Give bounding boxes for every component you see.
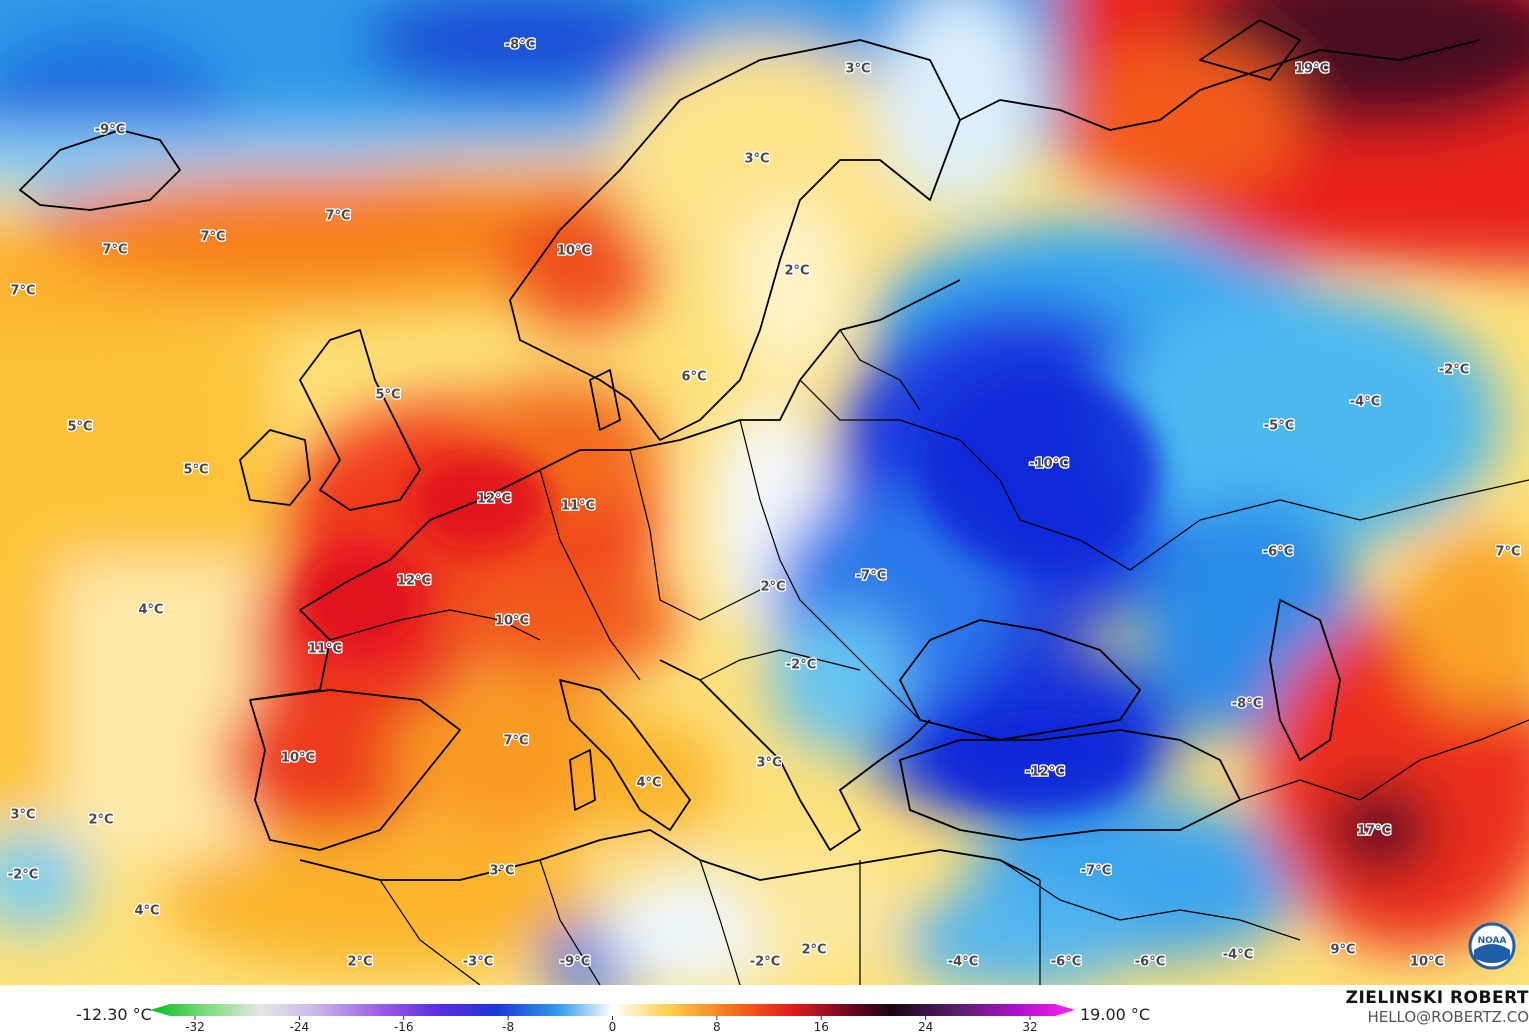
color-scale-tick-label: 32 [1022,1020,1037,1034]
color-scale-tick-label: -32 [185,1020,205,1034]
temperature-label: -2°C [1439,363,1469,378]
temperature-label: 7°C [10,284,35,299]
temperature-map: -8°C 3°C 19°C -9°C 3°C 7°C 7°C 7°C 10°C 2°C 7°C -2°… [0,0,1529,985]
temperature-label: 3°C [845,62,870,77]
color-scale-tick-label: 16 [814,1020,829,1034]
temperature-label: -2°C [750,955,780,970]
temperature-label: 10°C [495,614,529,629]
temperature-label: 3°C [10,808,35,823]
borders [329,329,1529,985]
temperature-label: 7°C [200,230,225,245]
color-scale-gradient [150,1004,1075,1016]
color-scale-ticks: -32 -24 -16 -8 0 8 16 24 32 [185,1016,1038,1034]
temperature-label: 3°C [489,864,514,879]
color-scale-tick-label: -24 [290,1020,310,1034]
temperature-label: 7°C [1495,545,1520,560]
color-scale-tick-label: -16 [394,1020,414,1034]
temperature-label: 3°C [756,756,781,771]
temperature-label: 10°C [557,244,591,259]
temperature-label: 3°C [744,152,769,167]
temperature-label: 7°C [102,243,127,258]
temperature-label: -6°C [1135,955,1165,970]
temperature-label: -6°C [1051,955,1081,970]
author-email: HELLO@ROBERTZ.CO [1367,1008,1529,1026]
temperature-label: -8°C [1232,697,1262,712]
color-scale-tick-label: -8 [502,1020,514,1034]
temperature-label: 7°C [503,734,528,749]
temperature-label: 5°C [375,388,400,403]
temperature-label: 9°C [1330,943,1355,958]
temperature-label: -9°C [95,123,125,138]
temperature-label: -4°C [1223,948,1253,963]
noaa-logo-text: NOAA [1478,936,1507,946]
color-scale-tick-label: 24 [918,1020,933,1034]
legend-min-value: -12.30 °C [76,1005,152,1024]
temperature-label: 12°C [477,492,511,507]
temperature-label: 5°C [183,463,208,478]
temperature-label: 2°C [760,580,785,595]
temperature-label: -2°C [8,868,38,883]
temperature-label: 10°C [281,751,315,766]
temperature-label: 2°C [801,943,826,958]
color-scale-bar: -32 -24 -16 -8 0 8 16 24 32 [150,1004,1075,1034]
temperature-label: -6°C [1263,545,1293,560]
branding: ZIELINSKI ROBERT HELLO@ROBERTZ.CO [1346,988,1529,1026]
temperature-label: -4°C [1350,395,1380,410]
temperature-labels: -8°C 3°C 19°C -9°C 3°C 7°C 7°C 7°C 10°C 2°C 7°C -2°… [6,36,1521,971]
temperature-label: 10°C [1410,955,1444,970]
temperature-label: 4°C [636,776,661,791]
temperature-label: 5°C [67,420,92,435]
temperature-label: 2°C [88,813,113,828]
color-scale-tick-label: 8 [713,1020,721,1034]
noaa-logo: NOAA [1468,922,1516,970]
temperature-label: -7°C [856,569,886,584]
temperature-label: 6°C [681,370,706,385]
temperature-label: -2°C [786,658,816,673]
temperature-label: 4°C [134,904,159,919]
temperature-label: 11°C [561,499,595,514]
temperature-label: -12°C [1025,765,1065,780]
temperature-label: -10°C [1029,457,1069,472]
temperature-label: 7°C [325,209,350,224]
temperature-label: 11°C [308,642,342,657]
temperature-label: 2°C [784,264,809,279]
temperature-label: -5°C [1264,419,1294,434]
temperature-label: -9°C [560,955,590,970]
legend-max-value: 19.00 °C [1080,1005,1151,1024]
temperature-label: -7°C [1081,864,1111,879]
temperature-label: 17°C [1357,824,1391,839]
temperature-label: -4°C [948,955,978,970]
temperature-label: 12°C [397,574,431,589]
temperature-label: -8°C [505,38,535,53]
color-scale-tick-label: 0 [609,1020,617,1034]
temperature-label: 4°C [138,603,163,618]
author-name: ZIELINSKI ROBERT [1345,988,1529,1008]
temperature-label: 2°C [347,955,372,970]
temperature-label: 19°C [1295,62,1329,77]
temperature-label: -3°C [463,955,493,970]
